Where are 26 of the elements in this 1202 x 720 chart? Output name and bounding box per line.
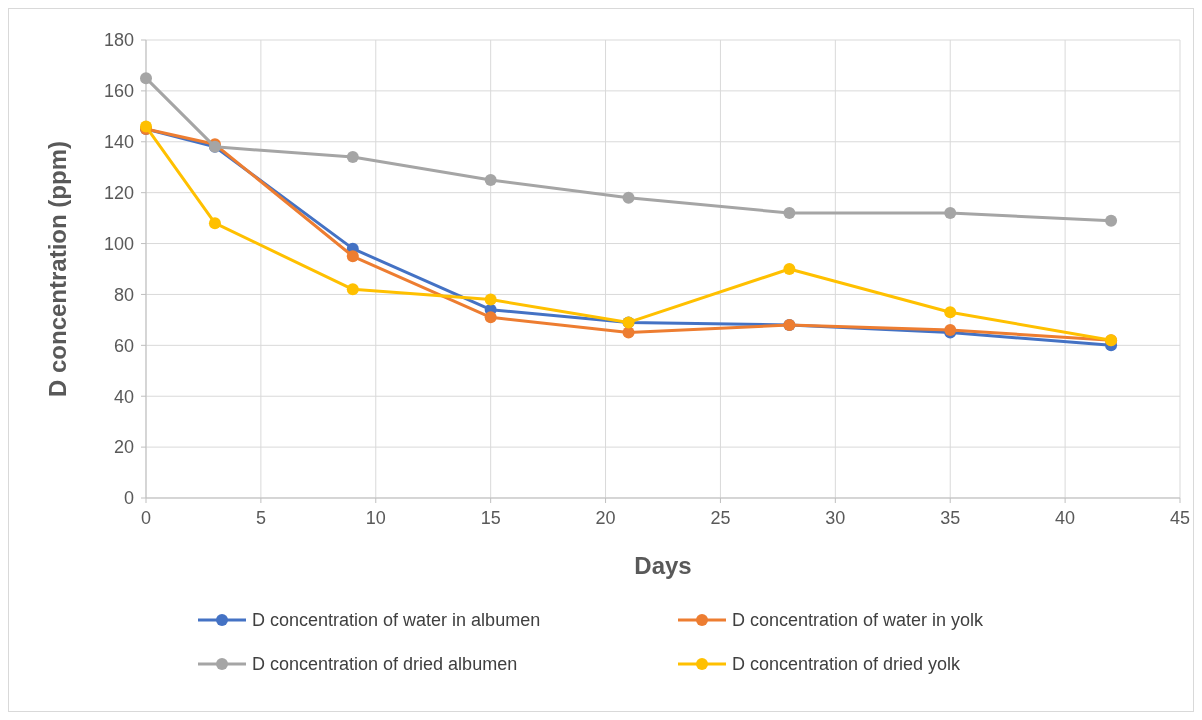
legend-label: D concentration of water in albumen <box>252 610 541 631</box>
legend-label: D concentration of dried albumen <box>252 654 518 675</box>
y-tick-label: 120 <box>103 182 134 203</box>
y-tick-label: 80 <box>113 284 134 305</box>
y-tick-label: 100 <box>103 233 134 254</box>
x-tick-label: 15 <box>480 508 501 528</box>
legend-label: D concentration of water in yolk <box>732 610 985 631</box>
y-tick-label: 180 <box>103 30 134 51</box>
x-tick-label: 30 <box>825 508 846 528</box>
y-axis-title: D concentration (ppm) <box>44 141 71 397</box>
x-tick-label: 40 <box>1055 508 1076 528</box>
y-tick-label: 0 <box>123 488 134 509</box>
x-tick-label: 5 <box>255 508 266 528</box>
x-axis-title: Days <box>634 552 692 579</box>
x-tick-label: 0 <box>140 508 152 528</box>
y-tick-label: 60 <box>113 335 134 356</box>
x-tick-label: 45 <box>1169 508 1191 528</box>
y-tick-label: 160 <box>103 81 134 102</box>
x-tick-label: 10 <box>365 508 386 528</box>
y-tick-label: 140 <box>103 132 134 153</box>
y-tick-label: 40 <box>113 386 134 407</box>
legend-label: D concentration of dried yolk <box>732 654 962 675</box>
x-tick-label: 25 <box>710 508 731 528</box>
x-tick-label: 20 <box>595 508 616 528</box>
x-tick-label: 35 <box>940 508 961 528</box>
y-tick-label: 20 <box>113 437 134 458</box>
